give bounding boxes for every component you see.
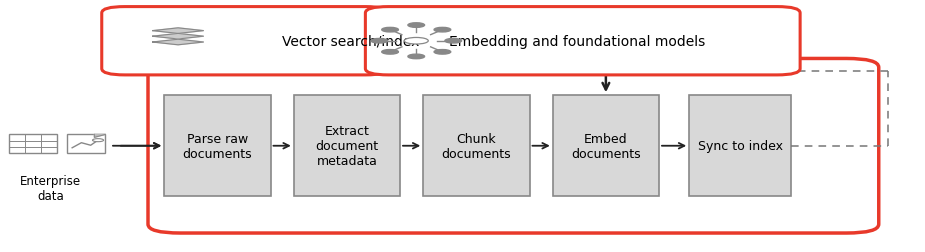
Circle shape: [434, 28, 450, 33]
FancyBboxPatch shape: [424, 96, 529, 197]
Text: Enterprise
data: Enterprise data: [20, 174, 81, 202]
Polygon shape: [153, 29, 204, 34]
Polygon shape: [94, 135, 105, 138]
Polygon shape: [153, 40, 204, 46]
Text: Embedding and foundational models: Embedding and foundational models: [449, 35, 705, 49]
FancyBboxPatch shape: [148, 59, 879, 233]
Circle shape: [404, 38, 428, 45]
FancyBboxPatch shape: [102, 8, 388, 76]
Text: Vector search/index: Vector search/index: [282, 35, 420, 49]
FancyBboxPatch shape: [67, 135, 105, 154]
FancyBboxPatch shape: [689, 96, 791, 197]
Text: Sync to index: Sync to index: [697, 140, 783, 153]
Circle shape: [92, 139, 104, 142]
Text: Chunk
documents: Chunk documents: [441, 132, 512, 160]
Circle shape: [408, 55, 425, 59]
Circle shape: [371, 39, 388, 44]
Circle shape: [445, 39, 462, 44]
Circle shape: [382, 28, 399, 33]
FancyBboxPatch shape: [165, 96, 270, 197]
Circle shape: [434, 50, 450, 55]
FancyBboxPatch shape: [553, 96, 659, 197]
FancyBboxPatch shape: [294, 96, 400, 197]
Text: Extract
document
metadata: Extract document metadata: [315, 125, 378, 168]
Circle shape: [382, 50, 399, 55]
FancyBboxPatch shape: [9, 135, 57, 154]
Text: Parse raw
documents: Parse raw documents: [182, 132, 253, 160]
Polygon shape: [153, 34, 204, 40]
Circle shape: [408, 24, 425, 28]
Text: Embed
documents: Embed documents: [571, 132, 641, 160]
FancyBboxPatch shape: [365, 8, 800, 76]
